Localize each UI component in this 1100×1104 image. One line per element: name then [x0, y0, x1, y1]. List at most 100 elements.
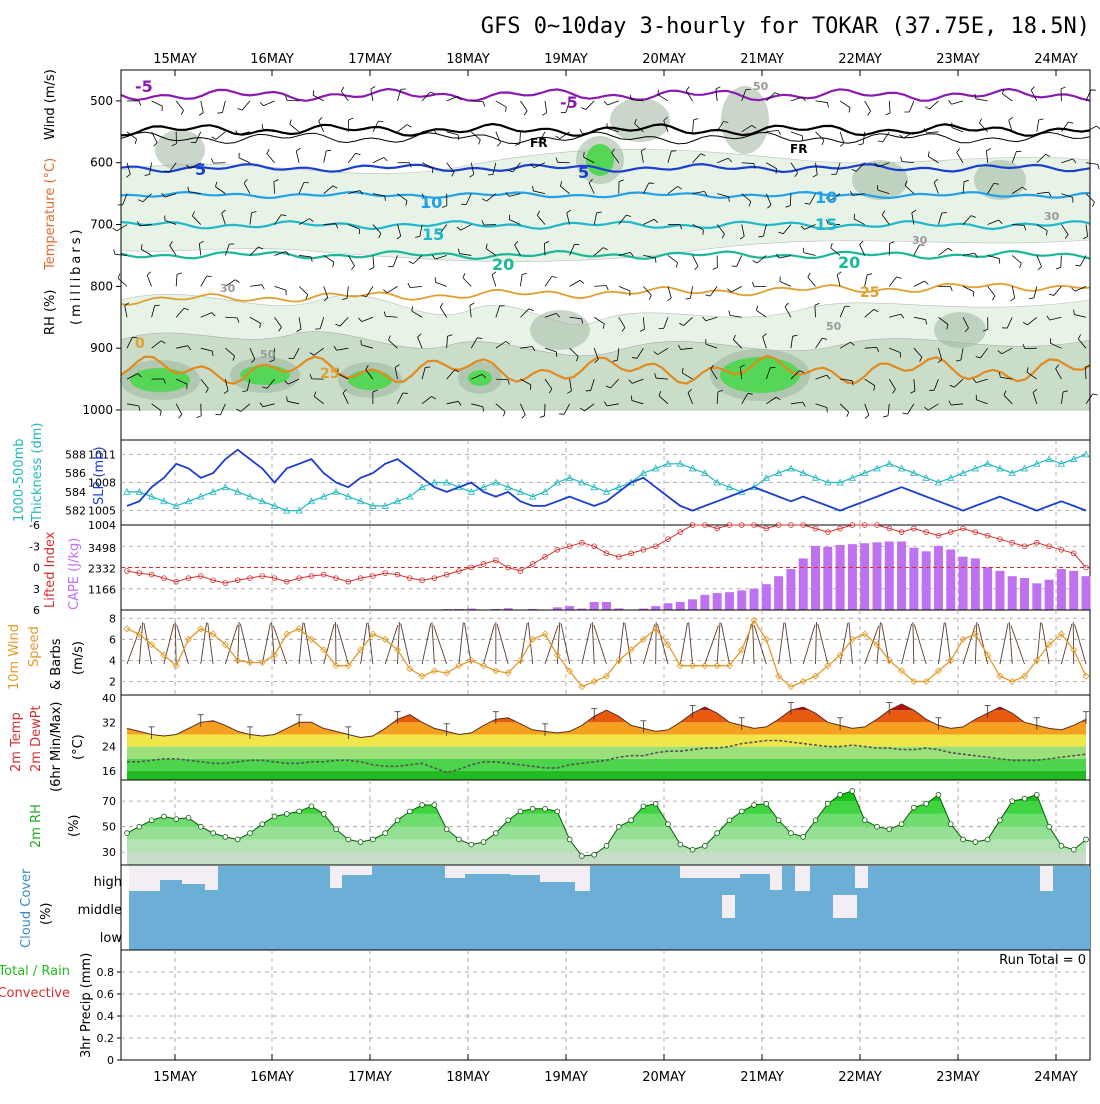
precip-label-b: Convective — [0, 986, 70, 1001]
cape-bar — [651, 606, 660, 610]
rh2m-point — [752, 803, 757, 808]
rh2m-point — [346, 837, 351, 842]
rh2m-point — [727, 818, 732, 823]
rh2m-point — [457, 837, 462, 842]
rh2m-point — [186, 815, 191, 820]
upper-wind-barb-flag — [729, 197, 730, 202]
contour-label: 50 — [260, 348, 276, 361]
rh2m-point — [1084, 837, 1089, 842]
cape-bar — [885, 541, 894, 610]
rh2m-band — [127, 852, 1086, 865]
rh2m-point — [924, 801, 929, 806]
lifted-index-tick-label: 3 — [33, 583, 40, 596]
cape-bar — [1008, 576, 1017, 610]
contour-label: FR — [790, 142, 807, 156]
bottom-date-label: 22MAY — [838, 1070, 882, 1085]
contour-label: 30 — [220, 282, 236, 295]
rh2m-point — [543, 806, 548, 811]
contour-label: 15 — [422, 225, 444, 244]
rh2m-point — [973, 840, 978, 845]
upper-wind-barb-flag — [458, 135, 459, 140]
wind10m-label-a: 10m Wind — [7, 624, 22, 690]
rh2m-point — [284, 812, 289, 817]
rh2m-point — [616, 824, 621, 829]
upper-wind-barb-flag — [179, 414, 182, 418]
slp-tick-label: 1005 — [88, 505, 116, 518]
top-date-label: 24MAY — [1034, 52, 1078, 67]
upper-wind-barb-flag — [999, 259, 1000, 264]
rh2m-point — [370, 837, 375, 842]
cloud-clear-patch — [445, 866, 465, 878]
temp2m-tick-label: 40 — [102, 692, 116, 705]
cape-bar — [959, 557, 968, 610]
precip-panel: 0.80.60.40.20 Run Total = 0 Total / Rain… — [0, 950, 1090, 1067]
rh2m-point — [666, 822, 671, 827]
upper-wind-barb-flag — [155, 305, 160, 306]
cloud-clear-patch — [1040, 866, 1053, 891]
precip-run-total: Run Total = 0 — [999, 953, 1086, 968]
chart-title: GFS 0~10day 3-hourly for TOKAR (37.75E, … — [481, 14, 1090, 39]
rh2m-point — [580, 854, 585, 859]
precip-ticks: 0.80.60.40.20 — [97, 966, 122, 1067]
temp2m-tick-label: 24 — [102, 741, 116, 754]
rh2m-point — [838, 792, 843, 797]
cape-bar — [909, 548, 918, 610]
precip-label-a: Total / Rain — [0, 964, 70, 979]
rh2m-point — [530, 806, 535, 811]
lifted-index-tick-label: 6 — [33, 604, 40, 617]
upper-wind-barb-flag — [1093, 394, 1098, 395]
rh2m-point — [493, 831, 498, 836]
top-date-label: 22MAY — [838, 52, 882, 67]
rh2m-point — [715, 831, 720, 836]
contour-label: FR — [530, 136, 547, 150]
slp-label: SLP (mb) — [92, 446, 107, 505]
rh2m-point — [260, 822, 265, 827]
contour-label: 25 — [320, 366, 339, 382]
cape-bar — [971, 558, 980, 610]
rh-blob-dark — [530, 310, 590, 350]
upper-wind-barb-flag — [540, 416, 545, 418]
cape-bar — [688, 599, 697, 610]
rh2m-point — [604, 843, 609, 848]
cloud-clear-patch — [465, 866, 510, 874]
thickness-tick-label: 582 — [65, 505, 86, 518]
cape-bar — [1032, 583, 1041, 610]
rh2m-point — [899, 822, 904, 827]
rh2m-point — [1047, 824, 1052, 829]
rh2m-point — [198, 824, 203, 829]
cape-label: CAPE (J/kg) — [67, 538, 82, 610]
rh2m-point — [862, 818, 867, 823]
slp-tick-label: 1004 — [88, 519, 116, 532]
cape-bar — [1057, 569, 1066, 610]
thickness-label-a: 1000-500mb — [12, 438, 27, 522]
rh2m-point — [420, 803, 425, 808]
rh2m-point — [248, 831, 253, 836]
cape-bar — [602, 602, 611, 610]
lifted-index-tick-label: 0 — [33, 562, 40, 575]
rh2m-point — [1022, 796, 1027, 801]
contour-label: 25 — [860, 285, 879, 301]
rh-blob-dark — [610, 98, 670, 142]
rh2m-point — [961, 837, 966, 842]
temp2m-label-a: 2m Temp — [9, 712, 24, 772]
lifted-index-label: Lifted Index — [43, 531, 58, 608]
upper-wind-barb-flag — [1096, 126, 1100, 129]
pressure-tick-label: 700 — [90, 218, 113, 232]
cape-bar — [922, 551, 931, 610]
pressure-tick-label: 600 — [90, 156, 113, 170]
rh2m-point — [702, 843, 707, 848]
cloud-clear-patch — [680, 866, 740, 878]
wind10m-tick-label: 6 — [109, 633, 116, 646]
cloud-level-label: low — [100, 931, 123, 946]
bottom-date-label: 24MAY — [1034, 1070, 1078, 1085]
cloud-clear-patch — [342, 866, 372, 875]
rh2m-point — [592, 852, 597, 857]
